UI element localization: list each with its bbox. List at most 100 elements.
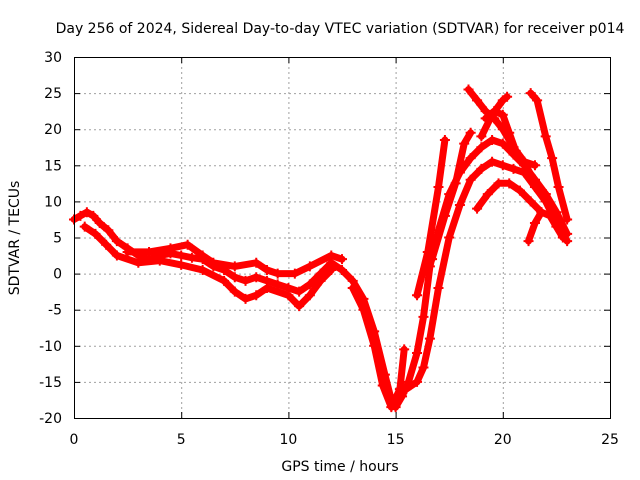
data-point <box>251 257 262 268</box>
data-point <box>497 138 508 149</box>
data-point <box>294 301 305 312</box>
data-point <box>337 264 347 275</box>
data-point <box>482 189 493 200</box>
data-point <box>182 239 193 250</box>
series-late-descent <box>527 89 571 223</box>
y-tick-label: 20 <box>44 122 62 138</box>
data-point <box>251 290 262 301</box>
data-point <box>540 131 551 142</box>
data-point <box>476 131 487 142</box>
data-point <box>439 210 450 221</box>
data-point <box>386 402 397 413</box>
data-point <box>497 109 508 120</box>
series-upper-arc-b <box>477 93 511 140</box>
data-point <box>418 362 429 373</box>
data-point <box>208 257 219 268</box>
data-point <box>165 243 176 254</box>
data-point <box>547 153 558 164</box>
series-main-band <box>70 136 571 411</box>
data-point <box>111 236 122 247</box>
y-tick-label: 15 <box>44 158 62 174</box>
data-point <box>401 384 412 395</box>
data-point <box>504 127 515 138</box>
data-point <box>424 333 435 344</box>
data-point <box>186 252 197 263</box>
data-point <box>525 88 536 99</box>
data-point <box>412 348 423 359</box>
y-tick-label: -15 <box>39 375 62 391</box>
data-point <box>261 283 272 294</box>
data-point <box>176 259 187 270</box>
y-axis-title: SDTVAR / TECUs <box>7 181 23 296</box>
data-point <box>562 214 573 225</box>
x-tick-label: 20 <box>494 432 512 448</box>
data-point <box>487 135 498 146</box>
data-point <box>536 207 547 218</box>
data-point <box>326 264 337 275</box>
data-point <box>427 254 438 265</box>
data-point <box>88 210 99 221</box>
data-point <box>532 95 543 106</box>
data-point <box>510 145 521 156</box>
data-point <box>502 91 513 102</box>
data-point <box>544 210 555 221</box>
data-point <box>439 135 450 146</box>
data-point <box>326 250 337 261</box>
data-point <box>489 106 500 117</box>
data-point <box>294 286 305 297</box>
y-tick-label: 0 <box>53 267 62 283</box>
data-point <box>525 196 536 207</box>
data-point <box>337 254 347 265</box>
data-point <box>79 221 90 232</box>
data-point <box>377 380 388 391</box>
x-tick-label: 25 <box>601 432 619 448</box>
data-point <box>304 290 315 301</box>
data-point <box>240 293 251 304</box>
data-point <box>90 228 101 239</box>
data-point <box>272 268 283 279</box>
data-point <box>229 272 240 283</box>
data-point <box>315 275 326 286</box>
data-point <box>94 218 105 229</box>
chart-title: Day 256 of 2024, Sidereal Day-to-day VTE… <box>56 21 625 37</box>
data-point <box>529 178 540 189</box>
data-point <box>176 250 187 261</box>
data-point <box>450 178 461 189</box>
data-point <box>514 185 525 196</box>
data-point <box>463 84 474 95</box>
data-point <box>81 207 92 218</box>
data-point <box>304 279 315 290</box>
data-point <box>289 268 300 279</box>
data-point <box>540 189 551 200</box>
y-tick-label: 10 <box>44 194 62 210</box>
data-point <box>412 376 423 387</box>
data-point <box>465 127 476 138</box>
y-tick-label: 5 <box>53 231 62 247</box>
data-series <box>69 84 573 413</box>
data-point <box>229 261 240 272</box>
data-point <box>261 264 272 275</box>
data-point <box>197 250 208 261</box>
data-point <box>472 95 483 106</box>
y-tick-label: 30 <box>44 50 62 66</box>
data-point <box>523 236 534 247</box>
data-point <box>493 178 504 189</box>
data-point <box>465 153 476 164</box>
x-tick-label: 5 <box>177 432 186 448</box>
data-point <box>219 275 230 286</box>
data-point <box>399 344 410 355</box>
data-point <box>472 203 483 214</box>
data-point <box>433 283 444 294</box>
series-late-short <box>525 208 567 245</box>
x-tick-label: 0 <box>70 432 79 448</box>
data-point <box>459 138 470 149</box>
data-point <box>465 174 476 185</box>
data-point <box>75 210 86 221</box>
data-point <box>283 290 294 301</box>
data-point <box>508 163 519 174</box>
data-point <box>487 156 498 167</box>
data-point <box>529 218 540 229</box>
y-tick-label: 25 <box>44 86 62 102</box>
x-axis-title: GPS time / hours <box>281 459 398 475</box>
data-point <box>101 239 112 250</box>
